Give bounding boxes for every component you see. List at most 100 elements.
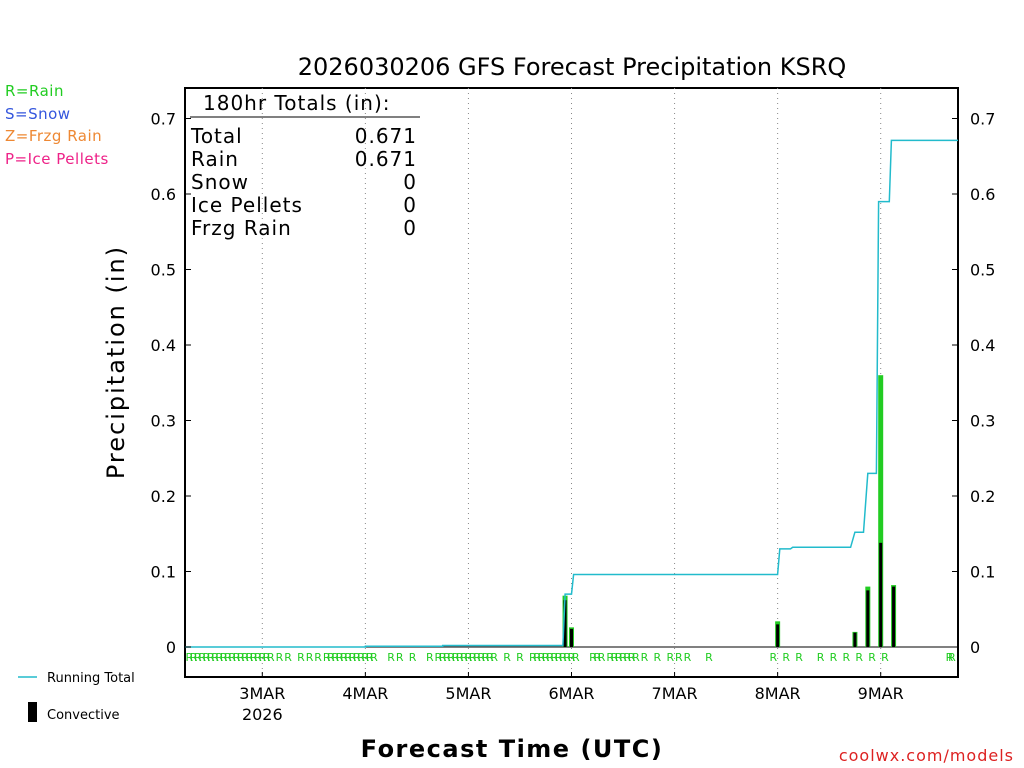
ptype-marker-rain: R (267, 651, 275, 664)
totals-value-rain: 0.671 (355, 147, 417, 171)
totals-label-snow: Snow (191, 170, 249, 194)
y-tick-label-right: 0.5 (970, 261, 995, 280)
ptype-marker-rain: R (490, 651, 498, 664)
y-tick-label-right: 0.4 (970, 336, 995, 355)
running-total-layer (185, 139, 958, 648)
ptype-marker-rain: R (948, 651, 956, 664)
y-tick-label-right: 0.7 (970, 110, 995, 129)
x-tick-label: 8MAR (755, 684, 801, 703)
ptype-marker-rain: R (555, 651, 563, 664)
ptype-marker-rain: R (516, 651, 524, 664)
ptype-marker-rain: R (284, 651, 292, 664)
y-tick-label-left: 0 (166, 638, 176, 657)
ptype-marker-rain: R (486, 651, 494, 664)
key-rain: R=Rain (5, 82, 64, 100)
y-tick-label-right: 0.6 (970, 185, 995, 204)
ptype-marker-rain: R (220, 651, 228, 664)
ptype-marker-rain: R (224, 651, 232, 664)
totals-label-ice-pellets: Ice Pellets (191, 193, 303, 217)
totals-value-snow: 0 (403, 170, 417, 194)
ptype-marker-rain: R (439, 651, 447, 664)
ptype-marker-rain: R (452, 651, 460, 664)
ptype-marker-rain: R (684, 651, 692, 664)
ptype-marker-rain: R (198, 651, 206, 664)
ptype-marker-rain: R (473, 651, 481, 664)
y-tick-label-left: 0.7 (151, 110, 176, 129)
ptype-marker-rain: R (881, 651, 889, 664)
ptype-marker-rain: R (387, 651, 395, 664)
ptype-marker-rain: R (568, 651, 576, 664)
precip-bar (878, 375, 884, 647)
ptype-marker-rain: R (542, 651, 550, 664)
totals-heading: 180hr Totals (in): (203, 91, 391, 115)
ptype-marker-rain: R (469, 651, 477, 664)
ptype-marker-rain: R (795, 651, 803, 664)
ptype-key: R=Rain S=Snow Z=Frzg Rain P=Ice Pellets (5, 82, 109, 168)
running-total-line (185, 139, 958, 648)
ptype-marker-rain: R (336, 651, 344, 664)
running-total-legend-label: Running Total (47, 671, 135, 686)
ptype-marker-rain: R (623, 651, 631, 664)
ptype-marker-rain: R (675, 651, 683, 664)
ptype-marker-rain: R (306, 651, 314, 664)
ptype-marker-rain: R (529, 651, 537, 664)
ptype-marker-rain: R (666, 651, 674, 664)
totals-value-total: 0.671 (355, 124, 417, 148)
ptype-marker-rain: R (546, 651, 554, 664)
x-tick-label: 9MAR (858, 684, 904, 703)
ptype-marker-rain: R (606, 651, 614, 664)
ptype-marker-rain: R (366, 651, 374, 664)
convective-bar (570, 628, 573, 647)
bar-layer (562, 375, 897, 647)
ptype-marker-rain: R (611, 651, 619, 664)
convective-bar (853, 632, 857, 647)
y-tick-label-right: 0.1 (970, 563, 995, 582)
totals-label-rain: Rain (191, 147, 239, 171)
x-tick-label: 4MAR (342, 684, 388, 703)
ptype-marker-rain: R (340, 651, 348, 664)
ptype-marker-rain: R (628, 651, 636, 664)
totals-value-frzg-rain: 0 (403, 216, 417, 240)
ptype-marker-rain: R (246, 651, 254, 664)
ptype-marker-rain: R (276, 651, 284, 664)
y-tick-label-left: 0.6 (151, 185, 176, 204)
key-ice-pellets: P=Ice Pellets (5, 150, 109, 168)
ptype-marker-rain: R (435, 651, 443, 664)
ptype-marker-rain: R (263, 651, 271, 664)
ptype-marker-rain: R (654, 651, 662, 664)
ptype-marker-rain: R (357, 651, 365, 664)
x-axis-label: Forecast Time (UTC) (361, 735, 664, 763)
convective-legend-label: Convective (47, 708, 120, 723)
ptype-marker-rain: R (572, 651, 580, 664)
ptype-marker-rain: R (237, 651, 245, 664)
totals-value-ice-pellets: 0 (403, 193, 417, 217)
convective-bar (866, 590, 870, 647)
convective-bar (892, 586, 896, 647)
ptype-marker-rain: R (185, 651, 193, 664)
ptype-marker-rain: R (598, 651, 606, 664)
x-tick-label: 6MAR (548, 684, 594, 703)
ptype-marker-rain: R (843, 651, 851, 664)
ptype-marker-rain: R (443, 651, 451, 664)
ptype-marker-rain: R (190, 651, 198, 664)
ptype-marker-rain: R (426, 651, 434, 664)
x-tick-label: 3MAR (239, 684, 285, 703)
ptype-marker-rain: R (211, 651, 219, 664)
ptype-marker-rain: R (323, 651, 331, 664)
y-axis-label: Precipitation (in) (102, 245, 130, 479)
ptype-marker-rain: R (344, 651, 352, 664)
ptype-marker-rain: R (216, 651, 224, 664)
ptype-marker-rain: R (868, 651, 876, 664)
ptype-marker-rain: R (619, 651, 627, 664)
convective-swatch (28, 702, 37, 722)
y-tick-label-right: 0.2 (970, 487, 995, 506)
y-tick-label-right: 0.3 (970, 412, 995, 431)
y-tick-label-left: 0.1 (151, 563, 176, 582)
x-tick-label: 5MAR (445, 684, 491, 703)
ptype-marker-rain: R (362, 651, 370, 664)
ptype-marker-rain: R (830, 651, 838, 664)
y-tick-label-left: 0.3 (151, 412, 176, 431)
ptype-marker-rain: R (589, 651, 597, 664)
convective-bar (563, 600, 567, 647)
